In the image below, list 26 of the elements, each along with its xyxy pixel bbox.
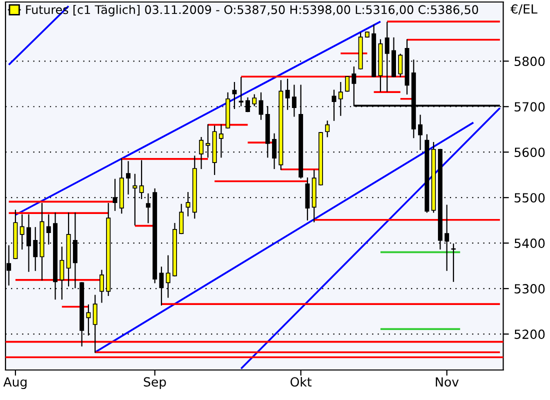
candlestick xyxy=(126,161,131,195)
candlestick xyxy=(199,137,204,170)
x-tick-label: Sep xyxy=(144,377,166,390)
x-tick-label: Nov xyxy=(436,377,459,387)
y-tick-label: 5200 xyxy=(514,330,545,339)
candlestick xyxy=(451,243,456,282)
candlestick xyxy=(398,54,403,78)
candlestick xyxy=(26,214,31,272)
y-tick-label: 5300 xyxy=(514,284,545,294)
candlestick xyxy=(159,266,164,306)
candlestick xyxy=(92,294,98,353)
y-tick-label: 5800 xyxy=(514,56,545,66)
candlestick xyxy=(345,76,350,92)
y-tick-label: 5700 xyxy=(514,102,545,112)
candlestick xyxy=(179,204,184,234)
candlestick xyxy=(258,92,264,120)
candlestick xyxy=(332,90,336,121)
y-axis-title: €/EL xyxy=(510,4,538,15)
candlestick xyxy=(292,84,296,117)
x-tick-label: Okt xyxy=(290,376,312,387)
candlestick xyxy=(325,120,330,138)
y-tick-label: 5400 xyxy=(514,238,545,248)
y-tick-label: 5500 xyxy=(514,193,545,203)
y-tick-label: 5600 xyxy=(514,148,545,158)
x-tick-label: Aug xyxy=(3,377,27,390)
candlestick xyxy=(418,114,423,150)
